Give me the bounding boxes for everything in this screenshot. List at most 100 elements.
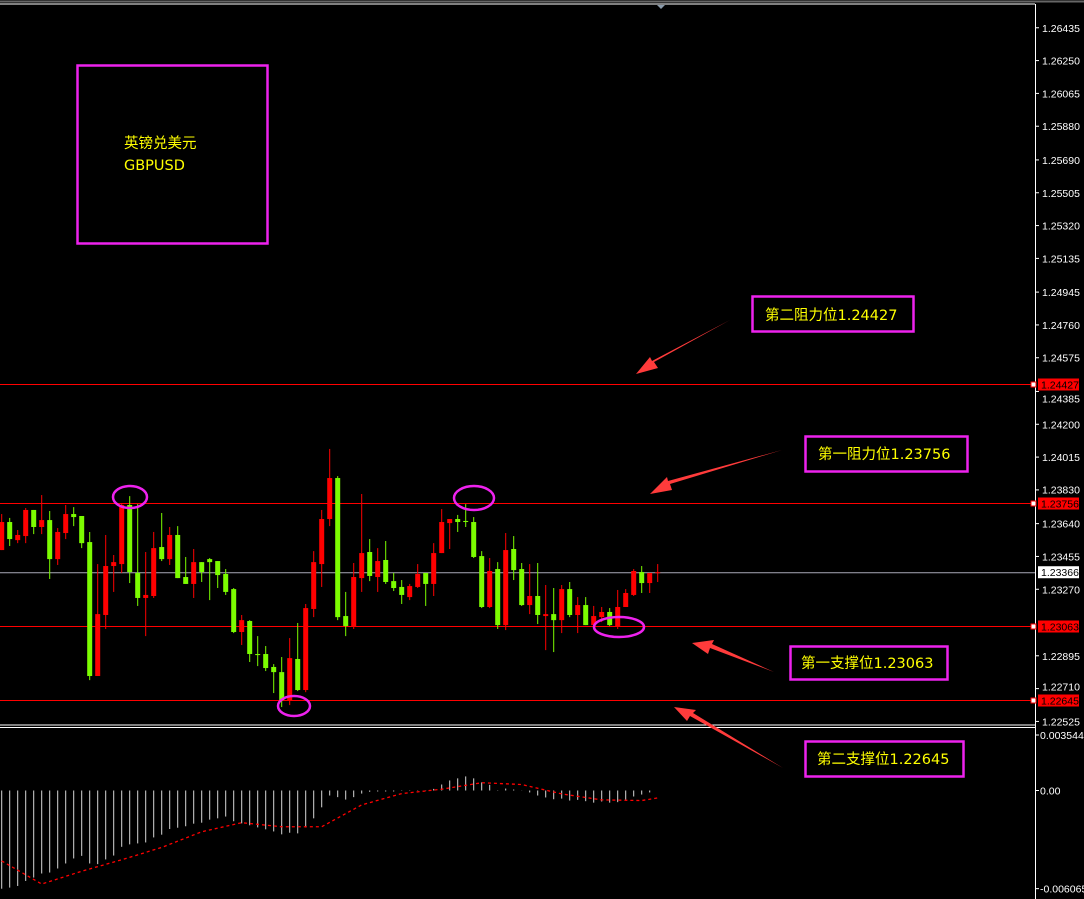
candle-up (55, 528, 61, 565)
candle-down (159, 512, 165, 562)
candle-body (159, 547, 165, 560)
candle-body (423, 572, 429, 584)
candle-body (479, 556, 485, 608)
candle-up (63, 504, 69, 540)
candle-body (263, 654, 269, 669)
price-tick-label: 1.24760 (1042, 320, 1080, 332)
candle-body (223, 574, 229, 592)
candle-body (55, 531, 61, 560)
candle-body (391, 581, 397, 589)
candle-down (511, 536, 517, 581)
candle-up (15, 530, 21, 544)
candle-down (471, 517, 477, 559)
symbol-code: GBPUSD (124, 158, 185, 174)
level-price-label: 1.23063 (1041, 622, 1079, 634)
candle-down (207, 558, 213, 601)
candle-up (351, 563, 357, 630)
candle-body (631, 570, 637, 595)
price-tick-label: 1.23830 (1042, 485, 1080, 497)
candle-down (263, 646, 269, 672)
price-tick-label: 1.22710 (1042, 682, 1080, 694)
price-tick-label: 1.25880 (1042, 121, 1080, 133)
candle-up (119, 503, 125, 573)
candle-body (303, 608, 309, 691)
candle-body (367, 552, 373, 576)
candle-down (255, 636, 261, 667)
candle-down (391, 572, 397, 592)
candle-down (519, 563, 525, 606)
candle-up (303, 603, 309, 693)
price-tick-label: 1.24575 (1042, 353, 1080, 365)
candle-body (287, 658, 293, 701)
candle-down (271, 664, 277, 694)
candles (0, 448, 661, 708)
candle-body (7, 522, 13, 540)
candle-down (367, 539, 373, 582)
macd-tick-label: 0.00 (1040, 786, 1061, 798)
candle-body (63, 514, 69, 534)
candle-up (503, 533, 509, 631)
candle-body (71, 514, 77, 518)
candle-up (655, 564, 661, 582)
candle-down (423, 572, 429, 606)
candle-down (479, 551, 485, 609)
candle-body (535, 596, 541, 615)
arrow-support-2-icon (674, 707, 783, 768)
candle-body (511, 548, 517, 571)
candle-down (79, 515, 85, 549)
candle-body (215, 561, 221, 576)
candle-body (191, 562, 197, 584)
macd-signal-line (1, 782, 658, 885)
candle-up (311, 551, 317, 618)
candle-up (487, 558, 493, 609)
level-price-label: 1.23756 (1041, 499, 1079, 511)
candle-body (407, 586, 413, 598)
arrow-support-1-icon (692, 640, 774, 672)
candle-up (319, 509, 325, 587)
candle-up (0, 514, 5, 551)
candle-up (191, 548, 197, 598)
shift-marker-icon[interactable] (657, 5, 665, 9)
candle-body (551, 614, 557, 621)
candle-down (639, 566, 645, 593)
macd-tick-label: -0.006065 (1040, 884, 1084, 896)
candle-up (39, 495, 45, 535)
level-lines: 1.23366 1.24427 1.23756 1.23063 1.22645 (0, 378, 1079, 708)
candle-body (503, 550, 509, 626)
candle-up (103, 534, 109, 630)
candle-down (231, 588, 237, 634)
candle-body (495, 569, 501, 626)
candle-body (591, 616, 597, 626)
candle-down (199, 562, 205, 582)
price-tick-label: 1.22895 (1042, 651, 1080, 663)
price-tick-label: 1.25320 (1042, 221, 1080, 233)
candle-body (135, 572, 141, 598)
candle-body (279, 672, 285, 701)
candle-down (383, 541, 389, 584)
candle-body (47, 520, 53, 560)
price-tick-label: 1.24200 (1042, 419, 1080, 431)
candle-body (231, 589, 237, 633)
candle-down (47, 511, 53, 579)
price-tick-label: 1.26435 (1042, 23, 1080, 35)
candle-body (295, 658, 301, 691)
candle-down (7, 517, 13, 546)
candle-body (111, 562, 117, 567)
macd-axis: 0.003544 0.00 -0.006065 (1035, 730, 1084, 896)
candle-body (431, 553, 437, 584)
candle-up (95, 564, 101, 677)
candle-up (575, 597, 581, 634)
candle-down (215, 561, 221, 589)
price-tick-label: 1.24015 (1042, 452, 1080, 464)
candle-body (39, 520, 45, 527)
candle-body (167, 534, 173, 560)
candle-up (559, 585, 565, 634)
candle-body (335, 478, 341, 618)
candle-up (543, 585, 549, 651)
price-tick-label: 1.22525 (1042, 716, 1080, 728)
candle-body (23, 509, 29, 537)
label-text: 第二支撑位1.22645 (817, 750, 949, 768)
candle-down (399, 580, 405, 604)
label-frame (804, 435, 969, 473)
